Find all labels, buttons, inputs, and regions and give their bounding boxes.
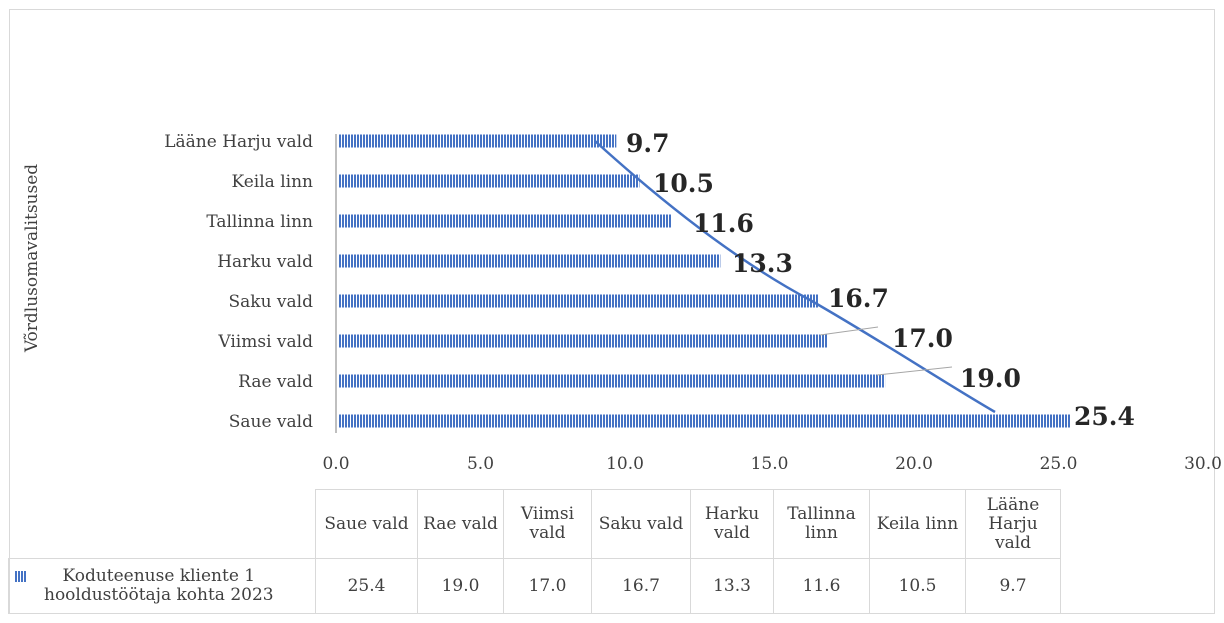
series-label-line2: hooldustöötaja kohta 2023 — [44, 585, 274, 605]
data-table-value: 10.5 — [869, 558, 966, 614]
data-table-header: Viimsi vald — [503, 489, 592, 559]
y-axis-title: Võrdlusomavalitsused — [22, 164, 42, 353]
data-table-header: Saue vald — [315, 489, 418, 559]
x-tick-label: 5.0 — [467, 454, 494, 474]
data-table-series-row: Koduteenuse kliente 1 hooldustöötaja koht… — [8, 558, 1061, 614]
legend-key — [15, 571, 26, 582]
bar — [338, 214, 672, 228]
leader-line — [819, 326, 879, 336]
data-label: 11.6 — [693, 209, 754, 238]
category-label: Rae vald — [238, 372, 313, 392]
data-table-header: Lääne Harju vald — [965, 489, 1061, 559]
data-table-series-label: Koduteenuse kliente 1 hooldustöötaja koht… — [8, 558, 316, 614]
data-label: 9.7 — [626, 129, 670, 158]
data-table-value: 13.3 — [690, 558, 774, 614]
category-label: Lääne Harju vald — [164, 132, 313, 152]
category-label: Tallinna linn — [206, 212, 313, 232]
data-label: 16.7 — [828, 284, 889, 313]
bar — [338, 374, 886, 388]
series-label-line1: Koduteenuse kliente 1 — [62, 566, 256, 586]
bar — [338, 414, 1071, 428]
category-label: Keila linn — [232, 172, 314, 192]
leader-line — [876, 366, 953, 376]
data-table-header-row: Saue vald Rae vald Viimsi vald Saku vald… — [8, 489, 1061, 559]
x-tick-label: 30.0 — [1184, 454, 1222, 474]
bar — [338, 134, 617, 148]
bar — [338, 334, 828, 348]
data-label: 10.5 — [653, 169, 714, 198]
data-label: 13.3 — [732, 249, 793, 278]
x-tick-labels: 0.0 5.0 10.0 15.0 20.0 25.0 30.0 — [322, 454, 1221, 474]
category-label: Viimsi vald — [217, 332, 313, 352]
category-label: Harku vald — [217, 252, 313, 272]
bar — [338, 294, 819, 308]
data-table-header: Harku vald — [690, 489, 774, 559]
data-table-header: Rae vald — [417, 489, 504, 559]
x-tick-label: 0.0 — [322, 454, 349, 474]
data-label: 17.0 — [892, 324, 953, 353]
x-tick-label: 20.0 — [895, 454, 933, 474]
bar — [338, 174, 640, 188]
trendline — [594, 140, 996, 414]
chart-frame — [9, 9, 1215, 614]
x-tick-label: 15.0 — [751, 454, 789, 474]
bar — [338, 254, 721, 268]
data-label: 25.4 — [1074, 402, 1135, 431]
bar-chart: 9.7 10.5 11.6 13.3 16.717.019.0 25.4 Lääne Ha… — [22, 129, 1222, 474]
category-labels: Lääne Harju vald Keila linn Tallinna linn H… — [164, 132, 313, 432]
data-table: Saue vald Rae vald Viimsi vald Saku vald… — [8, 489, 1061, 614]
data-table-value: 19.0 — [417, 558, 504, 614]
x-tick-label: 25.0 — [1040, 454, 1078, 474]
data-table-header: Keila linn — [869, 489, 966, 559]
data-table-header: Tallinna linn — [773, 489, 870, 559]
data-table-value: 25.4 — [315, 558, 418, 614]
category-label: Saue vald — [229, 412, 313, 432]
leader-lines — [819, 326, 953, 376]
data-table-corner — [8, 489, 316, 559]
data-labels: 9.7 10.5 11.6 13.3 16.717.019.0 25.4 — [626, 129, 1135, 431]
data-table-value: 11.6 — [773, 558, 870, 614]
data-table-header: Saku vald — [591, 489, 691, 559]
data-table-value: 16.7 — [591, 558, 691, 614]
x-tick-label: 10.0 — [606, 454, 644, 474]
category-label: Saku vald — [229, 292, 314, 312]
bars-layer — [338, 134, 1071, 428]
data-table-value: 17.0 — [503, 558, 592, 614]
data-table-value: 9.7 — [965, 558, 1061, 614]
data-label: 19.0 — [960, 364, 1021, 393]
